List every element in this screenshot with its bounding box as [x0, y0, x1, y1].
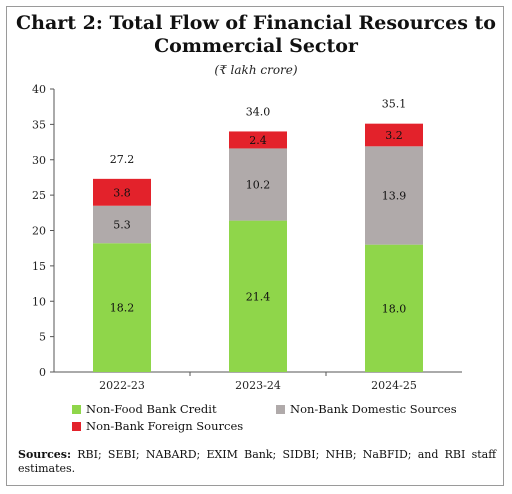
bar-segment [365, 244, 423, 372]
data-label: 5.3 [113, 218, 131, 231]
legend-label: Non-Bank Domestic Sources [290, 402, 457, 416]
data-label: 3.2 [385, 129, 403, 142]
y-tick-label: 10 [32, 295, 46, 308]
chart-subtitle: (₹ lakh crore) [214, 63, 298, 77]
legend-swatch-grey [276, 404, 285, 414]
data-label: 2.4 [249, 134, 267, 147]
chart-title: Chart 2: Total Flow of Financial Resourc… [0, 12, 512, 58]
y-tick-label: 35 [32, 118, 46, 131]
legend-item-non-bank-foreign: Non-Bank Foreign Sources [72, 419, 243, 433]
legend-label: Non-Bank Foreign Sources [86, 419, 244, 433]
x-tick-label: 2024-25 [371, 379, 417, 392]
data-label: 3.8 [113, 186, 131, 199]
bar-segment [365, 146, 423, 245]
sources-note: Sources: RBI; SEBI; NABARD; EXIM Bank; S… [18, 448, 496, 476]
data-label: 18.2 [110, 302, 135, 315]
total-label: 27.2 [110, 153, 135, 166]
data-label: 10.2 [246, 179, 271, 192]
legend-item-non-bank-domestic: Non-Bank Domestic Sources [276, 402, 457, 416]
bar-segment [229, 148, 287, 221]
total-label: 34.0 [246, 105, 271, 118]
y-tick-label: 15 [32, 260, 46, 273]
y-tick-label: 5 [39, 331, 46, 344]
total-label: 35.1 [382, 98, 407, 111]
x-tick-label: 2022-23 [99, 379, 145, 392]
chart-title-line2: Commercial Sector [154, 35, 358, 57]
chart-title-line1: Chart 2: Total Flow of Financial Resourc… [16, 12, 496, 34]
bar-segment [229, 131, 287, 149]
x-tick-label: 2023-24 [235, 379, 281, 392]
y-tick-label: 20 [32, 225, 46, 238]
bar-segment [93, 205, 151, 244]
legend-item-non-food-bank-credit: Non-Food Bank Credit [72, 402, 217, 416]
bar-segment [229, 220, 287, 372]
y-tick-label: 0 [39, 366, 46, 379]
data-label: 21.4 [246, 290, 271, 303]
legend-swatch-red [72, 421, 81, 431]
y-tick-label: 40 [32, 83, 46, 96]
y-tick-label: 25 [32, 189, 46, 202]
legend-swatch-green [72, 404, 81, 414]
sources-text: RBI; SEBI; NABARD; EXIM Bank; SIDBI; NHB… [18, 448, 497, 475]
data-label: 18.0 [382, 302, 407, 315]
legend-label: Non-Food Bank Credit [86, 402, 217, 416]
bar-segment [93, 178, 151, 206]
y-tick-label: 30 [32, 154, 46, 167]
sources-label: Sources: [18, 448, 72, 461]
data-label: 13.9 [382, 189, 407, 202]
bar-segment [365, 123, 423, 147]
bar-segment [93, 243, 151, 372]
